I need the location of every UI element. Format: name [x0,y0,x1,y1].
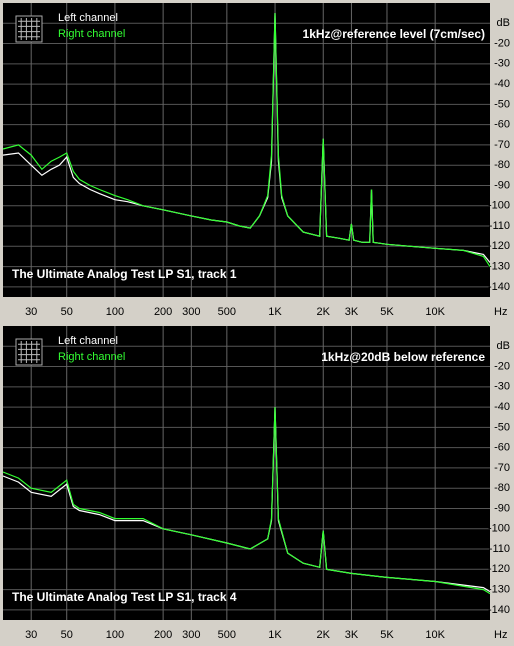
y-tick-label: -140 [488,281,510,293]
y-tick-label: -140 [488,604,510,616]
y-tick-label: -20 [494,360,510,372]
y-tick-label: -90 [494,179,510,191]
panel: dB -20 -30 -40 -50 -60 -70 -80 -90 -100 -110 -120 -1… [2,326,510,641]
y-tick-label: -120 [488,563,510,575]
x-tick-label: 30 [25,306,37,318]
plot-area [3,3,490,297]
y-tick-label: -100 [488,200,510,212]
legend-icon [15,15,43,43]
x-tick-label: 5K [380,306,394,318]
y-tick-label: -120 [488,240,510,252]
y-tick-label: -30 [494,58,510,70]
legend-entry: Right channel [58,28,125,40]
y-tick-label: -80 [494,159,510,171]
y-tick-label: -110 [489,543,510,555]
y-tick-label: dB [497,17,510,29]
x-tick-label: 2K [317,306,331,318]
x-tick-label: 1K [268,306,282,318]
y-tick-label: -60 [494,119,510,131]
x-tick-label: 300 [182,629,200,641]
x-tick-label: 50 [61,629,73,641]
plot-area [3,326,490,620]
x-axis-label: Hz [494,629,507,641]
x-tick-label: 200 [154,629,172,641]
x-tick-label: 10K [425,629,445,641]
x-tick-label: 500 [218,629,236,641]
x-tick-label: 2K [317,629,331,641]
legend-entry: Left channel [58,335,118,347]
chart-title: 1kHz@reference level (7cm/sec) [303,27,485,41]
chart-title: 1kHz@20dB below reference [321,350,485,364]
x-tick-label: 3K [345,306,359,318]
x-tick-label: 500 [218,306,236,318]
x-tick-label: 50 [61,306,73,318]
annotation: The Ultimate Analog Test LP S1, track 4 [12,590,237,604]
x-tick-label: 5K [380,629,394,641]
y-tick-label: -90 [494,502,510,514]
x-tick-label: 300 [182,306,200,318]
y-tick-label: -70 [494,139,510,151]
y-tick-label: -110 [489,220,510,232]
x-tick-label: 1K [268,629,282,641]
x-tick-label: 100 [106,629,124,641]
panel: dB -20 -30 -40 -50 -60 -70 -80 -90 -100 -110 -120 -1… [2,3,510,318]
annotation: The Ultimate Analog Test LP S1, track 1 [12,267,237,281]
y-tick-label: -70 [494,462,510,474]
y-tick-label: -80 [494,482,510,494]
y-tick-label: -30 [494,381,510,393]
y-tick-label: -40 [494,78,510,90]
y-tick-label: -20 [494,37,510,49]
x-tick-label: 100 [106,306,124,318]
legend-entry: Left channel [58,12,118,24]
x-axis-label: Hz [494,306,507,318]
x-tick-label: 200 [154,306,172,318]
legend-entry: Right channel [58,351,125,363]
y-tick-label: -50 [494,98,510,110]
x-tick-label: 3K [345,629,359,641]
y-tick-label: -50 [494,421,510,433]
y-tick-label: dB [497,340,510,352]
x-tick-label: 10K [425,306,445,318]
spectrum-line [2,407,491,595]
y-tick-label: -40 [494,401,510,413]
y-tick-label: -130 [488,260,510,272]
spectrum-line [2,13,491,267]
x-tick-label: 30 [25,629,37,641]
y-tick-label: -130 [488,583,510,595]
legend-icon [15,338,43,366]
y-tick-label: -60 [494,442,510,454]
y-tick-label: -100 [488,523,510,535]
